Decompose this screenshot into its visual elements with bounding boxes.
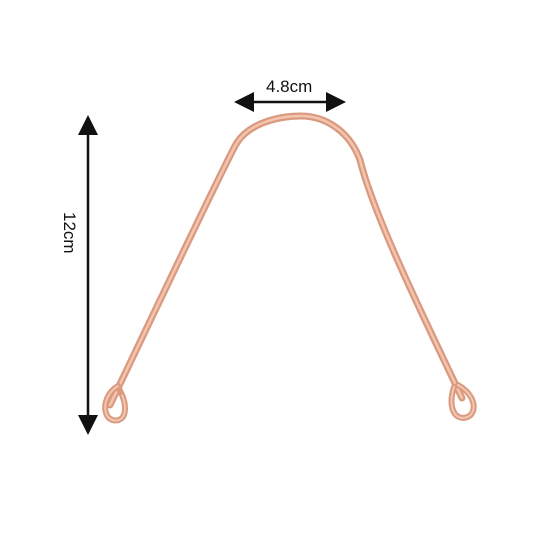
width-label: 4.8cm [266,77,313,96]
height-label: 12cm [60,212,79,254]
copper-tongue-scraper [102,112,477,424]
